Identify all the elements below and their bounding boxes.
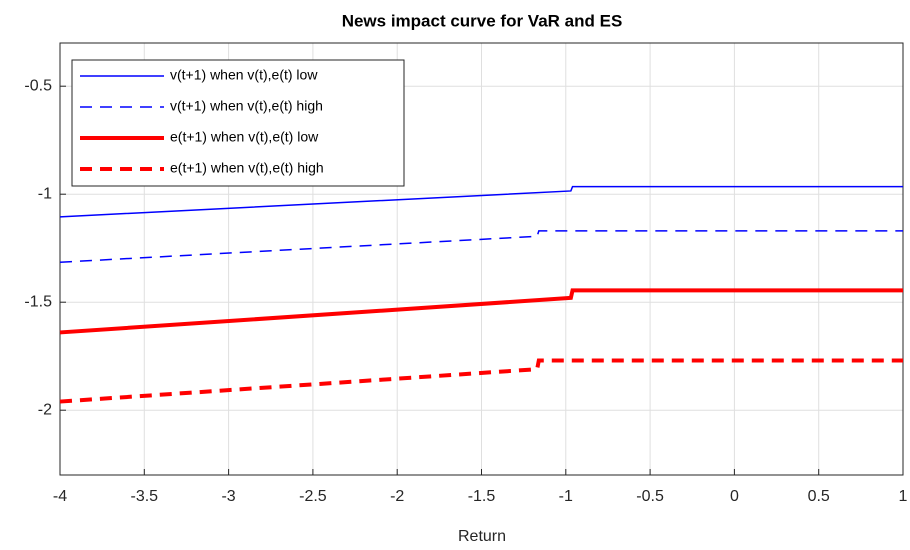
x-axis-label: Return bbox=[458, 528, 506, 545]
legend-label: e(t+1) when v(t),e(t) low bbox=[170, 129, 319, 145]
x-tick-label: -3.5 bbox=[131, 488, 159, 505]
x-tick-label: -0.5 bbox=[636, 488, 664, 505]
legend-box bbox=[71, 59, 405, 187]
x-tick-label: -1 bbox=[559, 488, 573, 505]
chart-title: News impact curve for VaR and ES bbox=[342, 11, 623, 30]
legend-label: v(t+1) when v(t),e(t) high bbox=[170, 98, 323, 114]
series-line bbox=[59, 230, 903, 263]
y-tick-label: -1.5 bbox=[24, 293, 52, 310]
x-tick-label: -2 bbox=[390, 488, 404, 505]
y-tick-label: -1 bbox=[38, 185, 52, 202]
legend-label: v(t+1) when v(t),e(t) low bbox=[170, 67, 318, 83]
x-tick-label: -3 bbox=[221, 488, 235, 505]
x-tick-label: -1.5 bbox=[468, 488, 496, 505]
y-tick-label: -2 bbox=[38, 401, 52, 418]
series-line bbox=[59, 358, 903, 404]
x-tick-label: -4 bbox=[53, 488, 67, 505]
y-tick-label: -0.5 bbox=[24, 77, 52, 94]
series-line bbox=[59, 288, 903, 335]
x-tick-label: 0 bbox=[730, 488, 739, 505]
x-tick-label: 1 bbox=[899, 488, 908, 505]
axes-box bbox=[59, 42, 904, 476]
series-line bbox=[59, 185, 903, 218]
legend-label: e(t+1) when v(t),e(t) high bbox=[170, 160, 324, 176]
x-tick-label: -2.5 bbox=[299, 488, 327, 505]
x-tick-label: 0.5 bbox=[808, 488, 830, 505]
